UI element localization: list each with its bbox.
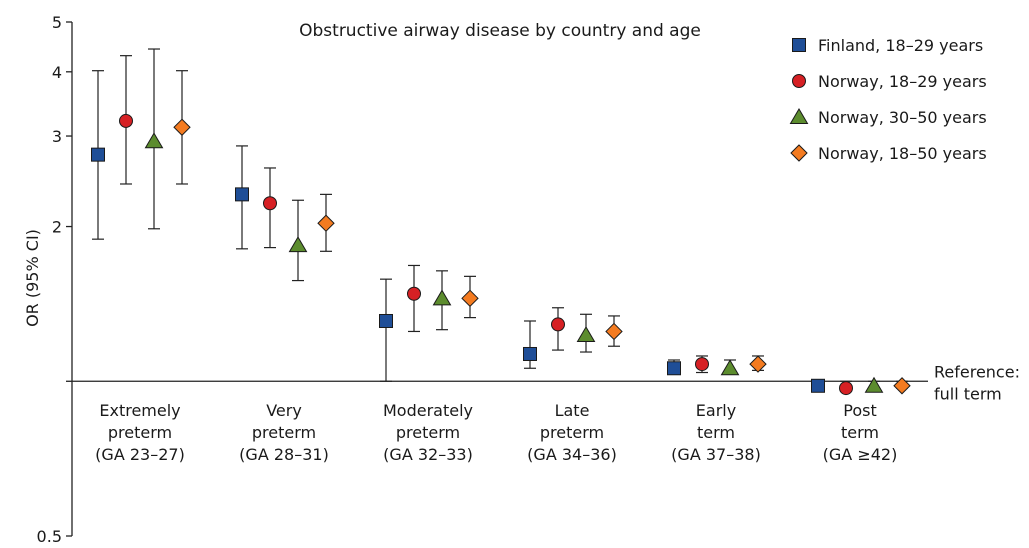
- y-axis-label: OR (95% CI): [23, 229, 42, 327]
- data-point-triangle: [288, 236, 308, 253]
- data-point-circle: [263, 196, 277, 211]
- reference-label: full term: [934, 384, 1002, 403]
- category-label-very-preterm: Very: [266, 401, 302, 420]
- category-label-moderately-preterm: Moderately: [383, 401, 473, 420]
- series-circle: [119, 55, 853, 396]
- chart-title: Obstructive airway disease by country an…: [299, 21, 701, 41]
- data-point-square: [379, 313, 393, 328]
- legend: Finland, 18–29 years Norway, 18–29 years N…: [789, 36, 987, 163]
- reference-line-group: Reference: full term: [72, 362, 1020, 403]
- data-point-diamond: [893, 377, 911, 395]
- legend-diamond-icon: [790, 144, 808, 162]
- y-tick-label: 3: [52, 127, 62, 146]
- category-label-late-preterm: (GA 34–36): [527, 445, 617, 464]
- data-point-triangle: [864, 376, 884, 393]
- legend-triangle-icon: [789, 108, 809, 124]
- data-point-triangle: [432, 289, 452, 306]
- data-point-square: [667, 361, 681, 376]
- y-axis: 0.5 2 3 4 5 OR (95% CI): [23, 13, 73, 546]
- y-tick-label: 5: [52, 13, 62, 32]
- data-point-diamond: [605, 322, 623, 341]
- y-tick-label: 4: [52, 63, 62, 82]
- series-triangle: [144, 48, 884, 393]
- data-point-triangle: [144, 132, 164, 149]
- category-label-post-term: Post: [843, 401, 876, 420]
- data-point-diamond: [461, 289, 479, 308]
- series-square: [91, 70, 825, 393]
- category-labels: Extremely preterm (GA 23–27) Very preterm (GA…: [95, 401, 897, 464]
- legend-label: Norway, 30–50 years: [818, 108, 987, 127]
- category-label-early-term: Early: [696, 401, 736, 420]
- legend-label: Norway, 18–50 years: [818, 144, 987, 163]
- data-point-square: [91, 147, 105, 162]
- data-point-square: [235, 187, 249, 202]
- data-point-triangle: [576, 326, 596, 343]
- legend-circle-icon: [792, 74, 806, 88]
- data-series: [91, 48, 911, 396]
- category-label-early-term: term: [697, 423, 735, 442]
- data-point-diamond: [749, 355, 767, 373]
- data-point-square: [523, 346, 537, 361]
- category-label-late-preterm: preterm: [540, 423, 604, 442]
- data-point-circle: [119, 113, 133, 128]
- legend-square-icon: [792, 38, 806, 52]
- category-label-moderately-preterm: (GA 32–33): [383, 445, 473, 464]
- category-label-late-preterm: Late: [555, 401, 590, 420]
- reference-label: Reference:: [934, 362, 1020, 381]
- category-label-extremely-preterm: (GA 23–27): [95, 445, 185, 464]
- data-point-circle: [695, 357, 709, 372]
- category-label-extremely-preterm: Extremely: [99, 401, 180, 420]
- category-label-very-preterm: (GA 28–31): [239, 445, 329, 464]
- data-point-diamond: [317, 214, 335, 232]
- category-label-post-term: term: [841, 423, 879, 442]
- legend-label: Norway, 18–29 years: [818, 72, 987, 91]
- data-point-circle: [839, 381, 853, 396]
- series-diamond: [173, 70, 911, 395]
- category-label-moderately-preterm: preterm: [396, 423, 460, 442]
- category-label-post-term: (GA ≥42): [823, 445, 898, 464]
- category-label-very-preterm: preterm: [252, 423, 316, 442]
- data-point-circle: [551, 317, 565, 332]
- category-label-early-term: (GA 37–38): [671, 445, 761, 464]
- legend-label: Finland, 18–29 years: [818, 36, 983, 55]
- category-label-extremely-preterm: preterm: [108, 423, 172, 442]
- data-point-diamond: [173, 118, 191, 136]
- y-tick-label: 0.5: [37, 527, 62, 546]
- data-point-triangle: [720, 359, 740, 376]
- data-point-square: [811, 378, 825, 393]
- data-point-circle: [407, 286, 421, 301]
- y-tick-label: 2: [52, 218, 62, 237]
